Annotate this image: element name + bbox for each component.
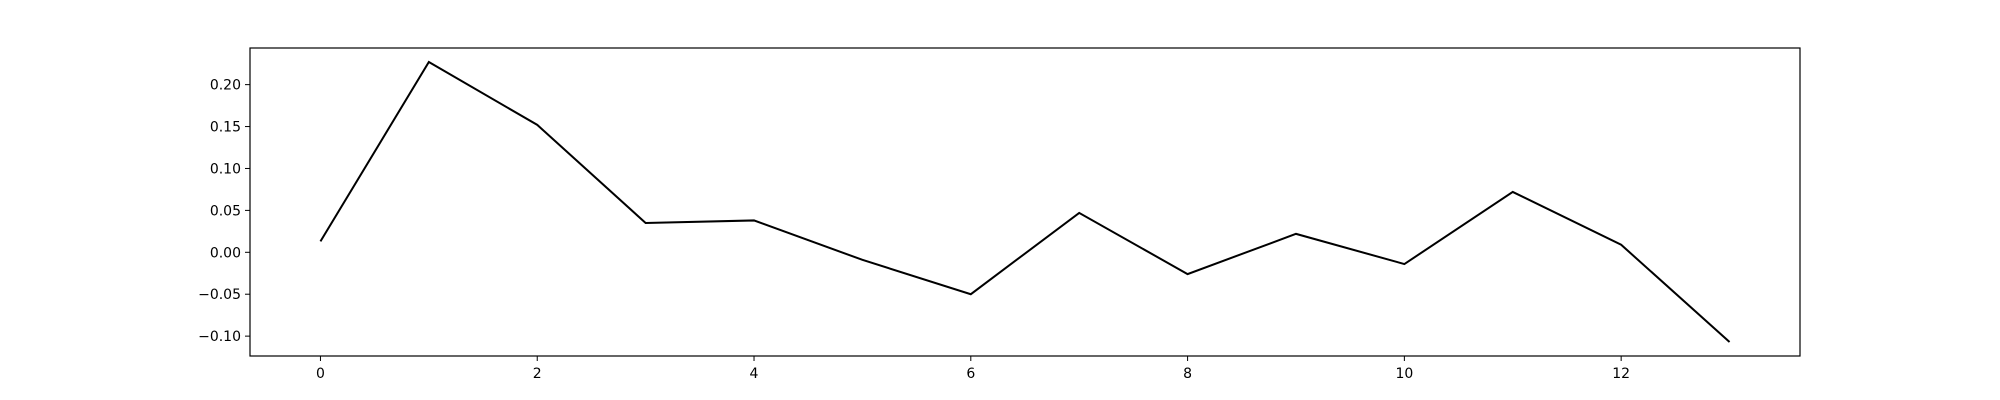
x-tick-label: 12 [1612, 366, 1630, 382]
y-tick-label: −0.10 [198, 329, 241, 345]
x-axis: 0 2 4 6 8 10 12 [316, 356, 1630, 382]
y-tick-label: 0.10 [210, 161, 241, 177]
y-tick-label: −0.05 [198, 287, 241, 303]
x-tick-label: 10 [1395, 366, 1413, 382]
y-tick-label: 0.00 [210, 245, 241, 261]
x-tick-label: 6 [966, 366, 975, 382]
y-tick-label: 0.20 [210, 78, 241, 94]
y-tick-label: 0.05 [210, 203, 241, 219]
plot-frame [249, 47, 1801, 357]
x-tick-label: 4 [750, 366, 759, 382]
y-tick-label: 0.15 [210, 120, 241, 136]
y-axis: −0.10 −0.05 0.00 0.05 0.10 0.15 0.20 [198, 78, 250, 345]
x-tick-label: 8 [1183, 366, 1192, 382]
x-tick-label: 2 [533, 366, 542, 382]
plot-area [250, 48, 1800, 356]
series-line [319, 60, 1731, 343]
x-tick-label: 0 [316, 366, 325, 382]
